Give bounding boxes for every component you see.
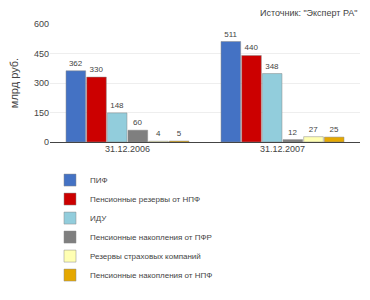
svg-text:440: 440 [245, 43, 259, 52]
svg-text:Пенсионные накопления от НПФ: Пенсионные накопления от НПФ [90, 271, 212, 280]
svg-text:330: 330 [90, 65, 104, 74]
svg-text:450: 450 [34, 49, 49, 59]
svg-text:млрд руб.: млрд руб. [8, 58, 20, 108]
svg-text:25: 25 [329, 125, 338, 134]
svg-text:600: 600 [34, 19, 49, 29]
svg-text:4: 4 [156, 129, 161, 138]
svg-text:Пенсионные резервы от НПФ: Пенсионные резервы от НПФ [90, 195, 200, 204]
svg-text:5: 5 [177, 129, 182, 138]
svg-text:ИДУ: ИДУ [90, 214, 107, 223]
svg-text:Источник: "Эксперт РА": Источник: "Эксперт РА" [260, 8, 358, 18]
svg-text:31.12.2006: 31.12.2006 [105, 144, 150, 154]
svg-text:511: 511 [224, 30, 237, 39]
svg-text:300: 300 [34, 78, 49, 88]
svg-text:ПИФ: ПИФ [90, 176, 108, 185]
svg-text:0: 0 [44, 137, 49, 147]
svg-text:60: 60 [133, 118, 142, 127]
svg-text:148: 148 [110, 101, 124, 110]
svg-text:348: 348 [265, 62, 279, 71]
svg-text:Пенсионные накопления от ПФР: Пенсионные накопления от ПФР [90, 233, 212, 242]
svg-text:31.12.2007: 31.12.2007 [260, 144, 305, 154]
svg-text:Резервы страховых компаний: Резервы страховых компаний [90, 252, 201, 261]
svg-text:12: 12 [288, 128, 297, 137]
svg-text:362: 362 [69, 59, 83, 68]
svg-text:150: 150 [34, 108, 49, 118]
svg-text:27: 27 [309, 125, 318, 134]
